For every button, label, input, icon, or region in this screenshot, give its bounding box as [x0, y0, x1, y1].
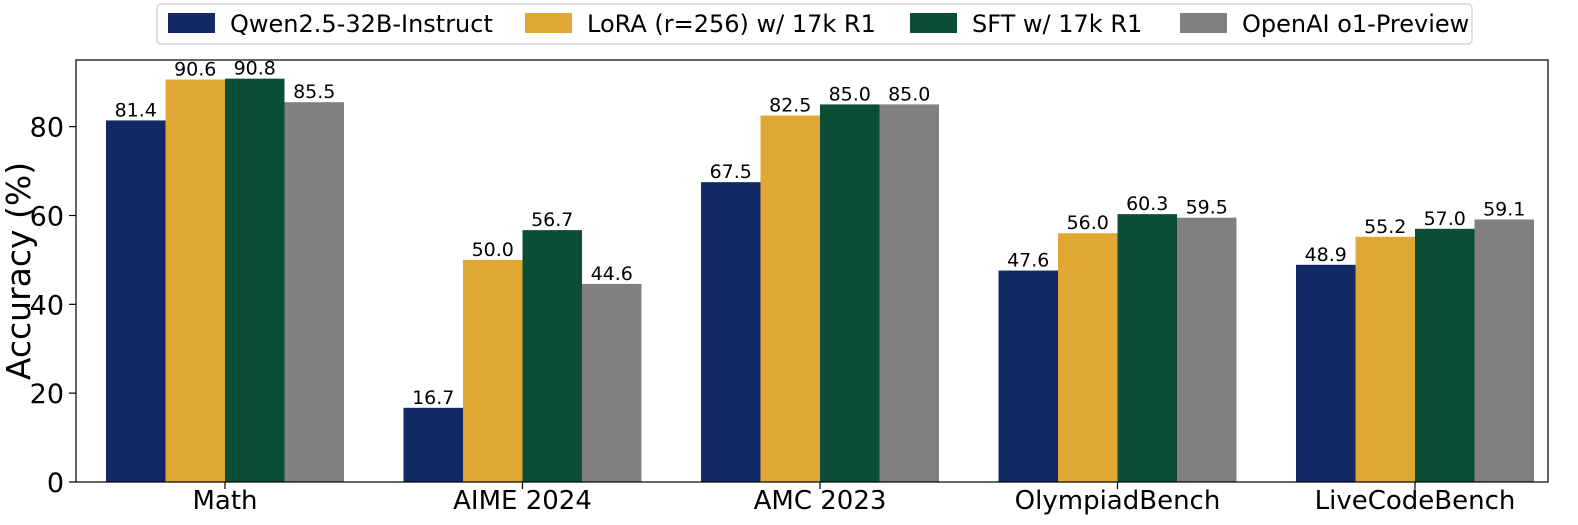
bar-0-3: [998, 270, 1058, 482]
bar-2-3: [1117, 214, 1177, 482]
legend-item-3[interactable]: OpenAI o1-Preview: [1180, 10, 1469, 38]
value-label-1-3: 56.0: [1067, 212, 1109, 234]
bar-2-2: [820, 104, 880, 482]
value-label-0-1: 16.7: [412, 387, 454, 409]
bar-1-4: [1355, 236, 1415, 482]
y-tick-label-2: 40: [30, 290, 64, 321]
legend-swatch-0: [168, 13, 215, 33]
value-label-1-0: 90.6: [174, 59, 216, 81]
value-label-2-0: 90.8: [234, 58, 276, 80]
value-label-3-1: 44.6: [591, 263, 633, 285]
legend[interactable]: Qwen2.5-32B-Instruct LoRA (r=256) w/ 17k …: [156, 3, 1473, 45]
bar-0-0: [106, 120, 166, 482]
bar-2-0: [225, 78, 285, 482]
value-label-0-4: 48.9: [1305, 244, 1347, 266]
bar-0-2: [701, 182, 761, 482]
y-tick-label-1: 20: [30, 379, 64, 410]
bar-0-4: [1296, 264, 1356, 482]
y-axis: 0 20 40 60 80: [30, 113, 76, 499]
y-tick-label-4: 80: [30, 113, 64, 144]
legend-item-2[interactable]: SFT w/ 17k R1: [910, 10, 1142, 38]
value-labels-group: 81.4 16.7 67.5 47.6 48.9 90.6 50.0 82.5 56.0 55.2…: [115, 58, 1526, 409]
value-label-1-2: 82.5: [769, 95, 811, 117]
legend-swatch-1: [525, 13, 572, 33]
bar-2-4: [1415, 228, 1475, 482]
value-label-2-3: 60.3: [1126, 193, 1168, 215]
value-label-3-3: 59.5: [1186, 197, 1228, 219]
bar-1-0: [165, 79, 225, 483]
value-label-1-1: 50.0: [472, 239, 514, 261]
legend-label-0: Qwen2.5-32B-Instruct: [230, 10, 493, 38]
bar-0-1: [403, 407, 463, 482]
bar-1-3: [1058, 233, 1118, 482]
x-tick-label-0: Math: [192, 486, 257, 516]
plot-frame: [75, 59, 1549, 483]
x-tick-label-1: AIME 2024: [453, 486, 592, 516]
bar-3-3: [1177, 217, 1237, 482]
value-label-2-1: 56.7: [531, 209, 573, 231]
legend-item-1[interactable]: LoRA (r=256) w/ 17k R1: [525, 10, 876, 38]
bar-3-1: [582, 283, 642, 482]
bar-1-1: [463, 259, 523, 482]
value-label-3-2: 85.0: [888, 83, 930, 105]
x-tick-label-2: AMC 2023: [754, 486, 887, 516]
y-axis-label: Accuracy (%): [0, 162, 38, 380]
value-label-0-2: 67.5: [710, 161, 752, 183]
value-label-3-0: 85.5: [293, 81, 335, 103]
legend-label-1: LoRA (r=256) w/ 17k R1: [587, 10, 876, 38]
bar-1-2: [760, 115, 820, 483]
value-label-1-4: 55.2: [1364, 216, 1406, 238]
legend-frame: [156, 3, 1473, 45]
value-label-3-4: 59.1: [1483, 198, 1525, 220]
x-axis: Math AIME 2024 AMC 2023 OlympiadBench LiveCo…: [192, 482, 1515, 516]
legend-label-2: SFT w/ 17k R1: [972, 10, 1142, 38]
bar-3-0: [284, 102, 344, 482]
value-label-0-3: 47.6: [1007, 250, 1049, 272]
bar-3-2: [879, 104, 939, 482]
legend-swatch-3: [1180, 13, 1227, 33]
bars-group: [106, 78, 1534, 483]
value-label-0-0: 81.4: [115, 99, 157, 121]
y-tick-label-3: 60: [30, 201, 64, 232]
bar-3-4: [1474, 219, 1534, 483]
bar-2-1: [522, 230, 582, 482]
legend-label-3: OpenAI o1-Preview: [1242, 10, 1469, 38]
legend-item-0[interactable]: Qwen2.5-32B-Instruct: [168, 10, 493, 38]
legend-swatch-2: [910, 13, 957, 33]
value-label-2-4: 57.0: [1424, 208, 1466, 230]
x-tick-label-4: LiveCodeBench: [1315, 486, 1516, 516]
x-tick-label-3: OlympiadBench: [1015, 486, 1221, 516]
y-tick-label-0: 0: [47, 468, 64, 499]
value-label-2-2: 85.0: [829, 83, 871, 105]
